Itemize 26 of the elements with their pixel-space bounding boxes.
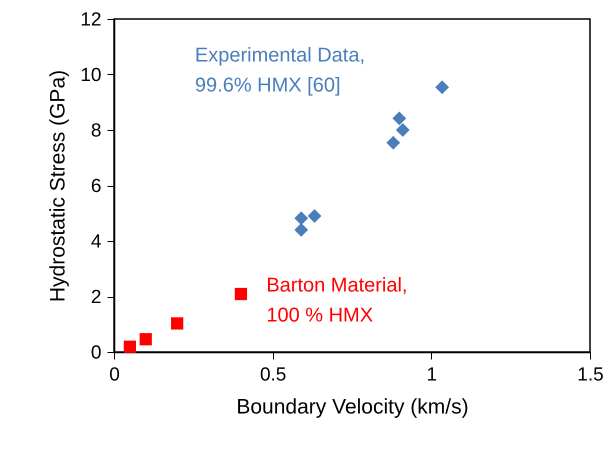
point [294,211,308,226]
y-tick-label: 12 [80,10,102,30]
series-label: Barton Material, 100 % HMX [266,274,408,326]
y-tick-label: 10 [80,65,102,86]
point [396,123,410,137]
y-tick-label: 2 [90,287,102,308]
x-tick-label: 1.5 [577,364,604,386]
point [294,223,308,237]
point [435,80,450,94]
y-tick-label: 6 [90,176,102,197]
x-axis-title: Boundary Velocity (km/s) [236,396,469,418]
point [171,317,184,330]
point [386,136,400,150]
y-tick-label: 8 [90,120,102,142]
point [140,333,152,346]
point [392,111,406,126]
point [234,288,248,300]
y-tick-label: 0 [90,342,102,364]
point [308,209,322,223]
point [124,340,136,353]
y-tick-label: 4 [90,232,102,252]
series-label: Experimental Data, 99.6% HMX [60] [194,44,365,97]
x-tick-label: 0.5 [260,364,286,386]
x-tick-label: 0 [109,364,120,386]
y-axis-title: Hydrostatic Stress (GPa) [46,70,70,302]
x-tick-label: 1 [426,364,438,386]
